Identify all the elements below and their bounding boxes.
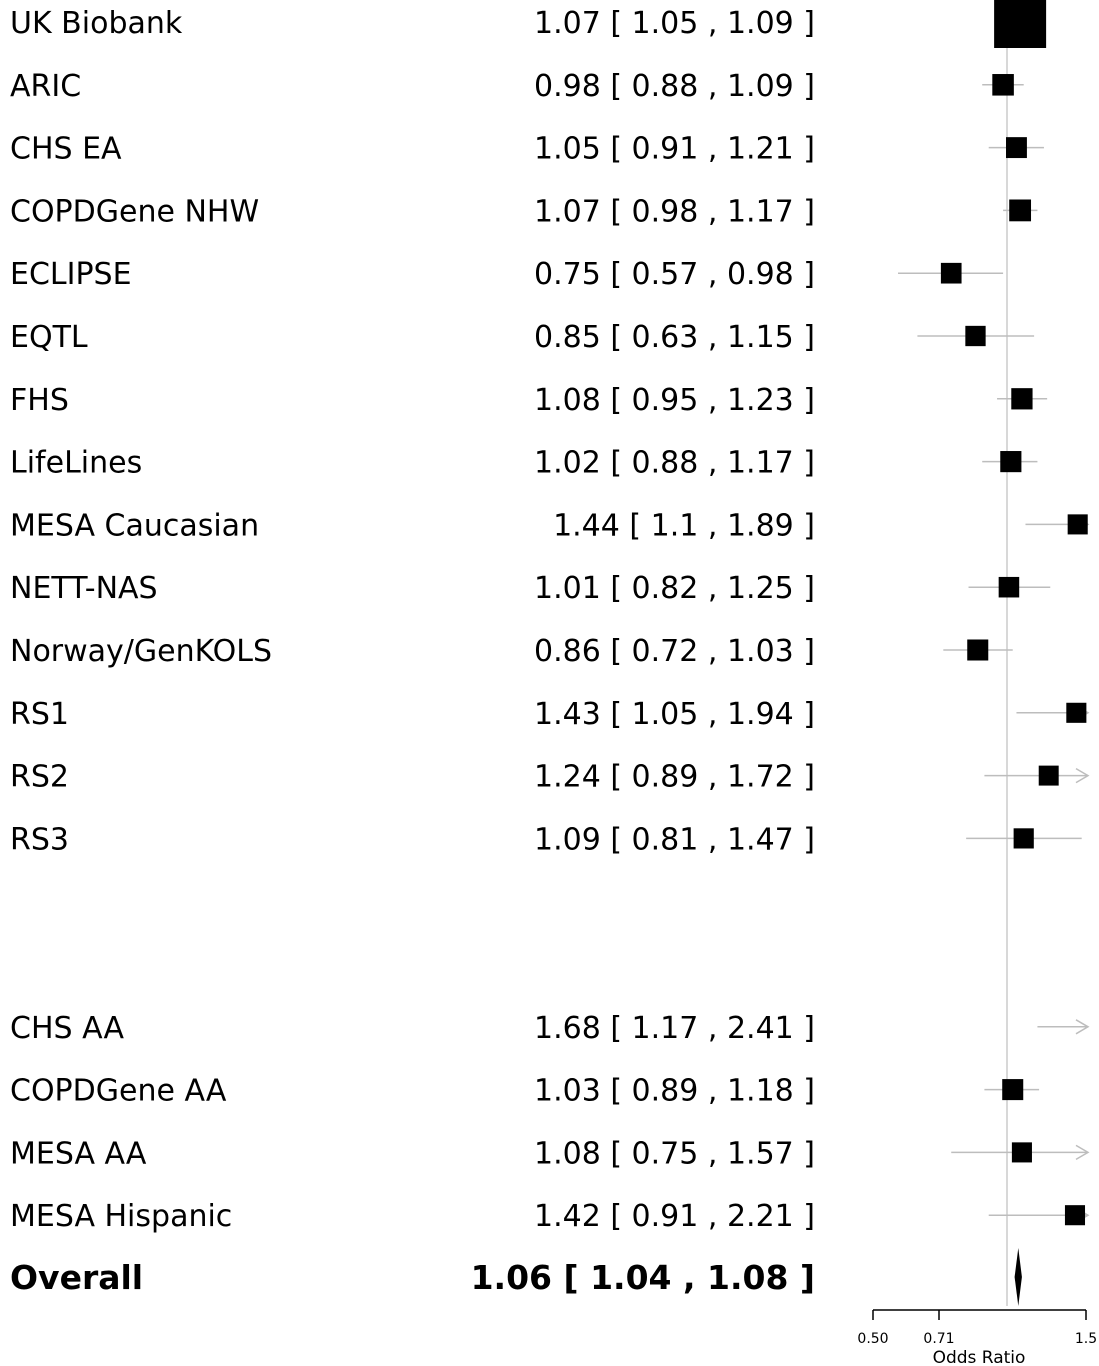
estimate-text: 0.86 [ 0.72 , 1.03 ] — [534, 634, 815, 669]
estimate-text: 1.07 [ 1.05 , 1.09 ] — [534, 6, 815, 41]
study-row: ECLIPSE 0.75 [ 0.57 , 0.98 ] — [10, 257, 1004, 292]
summary-diamond — [1014, 1248, 1022, 1306]
estimate-text: 1.08 [ 0.95 , 1.23 ] — [534, 383, 815, 418]
x-axis: 0.50 0.71 1.5 Odds Ratio — [857, 1309, 1097, 1366]
x-tick-label: 1.5 — [1075, 1331, 1097, 1347]
study-label: CHS EA — [10, 132, 122, 167]
estimate-text: 1.09 [ 0.81 , 1.47 ] — [534, 822, 815, 857]
study-label: Norway/GenKOLS — [10, 634, 272, 669]
point-estimate — [994, 0, 1047, 48]
study-row: CHS EA 1.05 [ 0.91 , 1.21 ] — [10, 132, 1044, 167]
point-estimate — [1038, 765, 1059, 786]
estimate-text: 1.43 [ 1.05 , 1.94 ] — [534, 697, 815, 732]
study-row: MESA Hispanic 1.42 [ 0.91 , 2.21 ] — [10, 1199, 1090, 1234]
x-tick-label: 0.50 — [857, 1331, 888, 1347]
study-row: NETT-NAS 1.01 [ 0.82 , 1.25 ] — [10, 571, 1051, 606]
point-estimate — [1011, 388, 1033, 410]
estimate-text: 1.68 [ 1.17 , 2.41 ] — [534, 1011, 815, 1046]
estimate-text: 1.07 [ 0.98 , 1.17 ] — [534, 194, 815, 229]
ci-arrow-right — [1075, 1144, 1090, 1161]
study-row: RS2 1.24 [ 0.89 , 1.72 ] — [10, 760, 1090, 795]
study-row: MESA Caucasian 1.44 [ 1.1 , 1.89 ] — [10, 508, 1090, 543]
estimate-text: 1.42 [ 0.91 , 2.21 ] — [534, 1199, 815, 1234]
study-label: ARIC — [10, 69, 81, 104]
point-estimate — [1000, 451, 1022, 473]
estimate-text: 0.75 [ 0.57 , 0.98 ] — [534, 257, 815, 292]
point-estimate — [1067, 514, 1088, 535]
study-label: UK Biobank — [10, 6, 183, 41]
study-row: ARIC 0.98 [ 0.88 , 1.09 ] — [10, 69, 1024, 104]
point-estimate — [1066, 702, 1087, 723]
study-row: LifeLines 1.02 [ 0.88 , 1.17 ] — [10, 446, 1038, 481]
ci-arrow-right — [1075, 1019, 1090, 1035]
study-row: MESA AA 1.08 [ 0.75 , 1.57 ] — [10, 1136, 1090, 1171]
point-estimate — [1002, 1079, 1024, 1101]
estimate-text: 1.02 [ 0.88 , 1.17 ] — [534, 446, 815, 481]
point-estimate — [1013, 828, 1034, 849]
estimate-text: 0.98 [ 0.88 , 1.09 ] — [534, 69, 815, 104]
x-axis-title: Odds Ratio — [933, 1348, 1026, 1366]
point-estimate — [1009, 199, 1032, 222]
point-estimate — [1006, 137, 1027, 159]
study-label: LifeLines — [10, 446, 142, 481]
estimate-text: 1.08 [ 0.75 , 1.57 ] — [534, 1136, 815, 1171]
study-row: FHS 1.08 [ 0.95 , 1.23 ] — [10, 383, 1048, 418]
point-estimate — [940, 262, 962, 284]
estimate-text: 1.05 [ 0.91 , 1.21 ] — [534, 132, 815, 167]
study-row: UK Biobank 1.07 [ 1.05 , 1.09 ] — [10, 0, 1047, 48]
study-label: MESA Caucasian — [10, 508, 259, 543]
study-row: Norway/GenKOLS 0.86 [ 0.72 , 1.03 ] — [10, 634, 1013, 669]
study-row: EQTL 0.85 [ 0.63 , 1.15 ] — [10, 320, 1035, 355]
point-estimate — [967, 639, 989, 661]
study-label: COPDGene NHW — [10, 194, 259, 229]
estimate-text: 1.44 [ 1.1 , 1.89 ] — [553, 508, 815, 543]
study-row: CHS AA 1.68 [ 1.17 , 2.41 ] — [10, 1011, 1090, 1046]
study-label: MESA AA — [10, 1136, 147, 1171]
study-label: RS3 — [10, 822, 69, 857]
point-estimate — [1064, 1205, 1086, 1226]
study-label: MESA Hispanic — [10, 1199, 232, 1234]
point-estimate — [1011, 1142, 1032, 1163]
study-label: RS2 — [10, 760, 69, 795]
study-label: NETT-NAS — [10, 571, 158, 606]
estimate-text: 1.03 [ 0.89 , 1.18 ] — [534, 1074, 815, 1109]
study-row: RS1 1.43 [ 1.05 , 1.94 ] — [10, 697, 1090, 732]
study-label: FHS — [10, 383, 69, 418]
study-row: RS3 1.09 [ 0.81 , 1.47 ] — [10, 822, 1082, 857]
study-label: RS1 — [10, 697, 69, 732]
estimate-text: 0.85 [ 0.63 , 1.15 ] — [534, 320, 815, 355]
overall-estimate: 1.06 [ 1.04 , 1.08 ] — [471, 1258, 815, 1297]
study-rows: UK Biobank 1.07 [ 1.05 , 1.09 ] ARIC 0.98 [… — [10, 0, 1090, 1234]
estimate-text: 1.01 [ 0.82 , 1.25 ] — [534, 571, 815, 606]
study-label: EQTL — [10, 320, 88, 355]
study-row: COPDGene AA 1.03 [ 0.89 , 1.18 ] — [10, 1074, 1040, 1109]
overall-row: Overall 1.06 [ 1.04 , 1.08 ] — [10, 1248, 1022, 1306]
study-row: COPDGene NHW 1.07 [ 0.98 , 1.17 ] — [10, 194, 1038, 229]
study-label: COPDGene AA — [10, 1074, 227, 1109]
ci-arrow-right — [1075, 767, 1090, 784]
x-tick-label: 0.71 — [923, 1331, 954, 1347]
estimate-text: 1.24 [ 0.89 , 1.72 ] — [534, 760, 815, 795]
point-estimate — [992, 74, 1014, 96]
overall-label: Overall — [10, 1258, 143, 1297]
point-estimate — [965, 325, 986, 347]
study-label: CHS AA — [10, 1011, 124, 1046]
point-estimate — [998, 576, 1020, 598]
study-label: ECLIPSE — [10, 257, 132, 292]
